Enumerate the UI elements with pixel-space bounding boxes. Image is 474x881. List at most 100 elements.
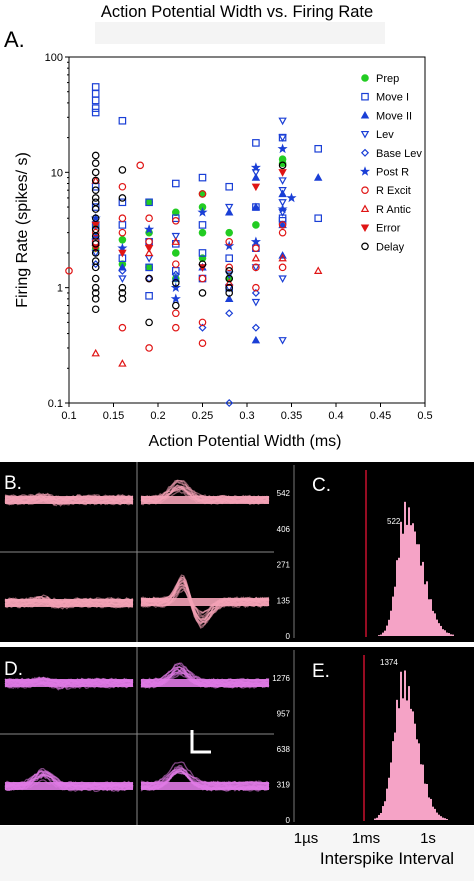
data-point — [172, 301, 180, 310]
data-point — [251, 323, 260, 332]
data-point — [198, 318, 207, 327]
isi-tick-1s: 1s — [420, 830, 436, 847]
histogram-bar — [420, 764, 422, 820]
histogram-bar — [384, 630, 386, 636]
data-point — [252, 139, 260, 147]
data-point — [313, 173, 323, 181]
data-point — [145, 237, 153, 246]
data-point — [91, 176, 100, 185]
data-point — [145, 344, 153, 352]
legend-label: R Excit — [376, 185, 411, 197]
histogram-bar — [400, 521, 402, 636]
legend-label: Base Lev — [376, 148, 422, 160]
histogram-bar — [440, 625, 442, 636]
legend: Prep Move I Move II Lev Base Lev Post R R Exci… — [359, 73, 422, 253]
legend-label: R Antic — [376, 204, 411, 216]
histogram-bar — [378, 635, 380, 636]
legend-marker — [361, 92, 369, 101]
data-point — [144, 248, 154, 257]
data-point — [145, 214, 153, 223]
data-point — [118, 116, 127, 125]
y-tick-label: 10 — [51, 167, 63, 179]
data-point — [225, 398, 234, 408]
data-point — [91, 168, 100, 177]
data-point — [118, 194, 127, 202]
data-point — [144, 245, 154, 253]
waveform-band — [141, 496, 269, 504]
y-tick-label: 0.1 — [48, 398, 63, 410]
data-point — [278, 134, 287, 143]
data-point — [252, 283, 260, 292]
data-point — [251, 202, 261, 211]
data-point — [145, 263, 153, 272]
panel-a-scatter: A. Action Potential Width vs. Firing Rat… — [4, 3, 433, 450]
histogram-bar — [390, 610, 392, 636]
histogram-bar — [396, 699, 398, 820]
data-point — [251, 183, 261, 192]
legend-marker — [360, 110, 370, 119]
histogram-tick-label: 0 — [286, 816, 291, 825]
series-post-r — [90, 143, 297, 304]
data-point — [91, 232, 100, 240]
legend-marker — [361, 186, 369, 195]
histogram-bar — [414, 723, 416, 820]
histogram-bar — [394, 732, 396, 820]
panel-e-letter: E. — [312, 661, 330, 682]
data-point — [278, 275, 287, 283]
histogram-bar — [418, 544, 420, 636]
data-point — [118, 249, 127, 258]
x-tick-label: 0.35 — [281, 410, 302, 422]
data-point — [91, 108, 100, 117]
data-point — [278, 177, 287, 185]
data-point — [91, 104, 100, 112]
data-point — [225, 289, 234, 297]
data-point — [198, 260, 207, 268]
histogram-ticks: 542 406 271 135 0 — [277, 489, 291, 641]
data-point — [225, 182, 234, 191]
data-point — [251, 169, 261, 177]
histogram-bar — [446, 819, 448, 820]
waveform-band — [5, 679, 133, 687]
waveform-band — [5, 599, 133, 607]
data-point — [91, 96, 100, 105]
peak-label: 1374 — [380, 658, 398, 667]
data-point — [118, 295, 127, 303]
data-point — [136, 161, 145, 170]
data-point — [252, 263, 260, 272]
scatter-points — [65, 83, 323, 408]
histogram-bar — [412, 711, 414, 820]
x-axis-label: Action Potential Width (ms) — [149, 433, 342, 450]
histogram-tick-label: 542 — [277, 489, 291, 498]
histogram-bar — [426, 581, 428, 636]
data-point — [278, 263, 287, 272]
histogram-bar — [374, 818, 376, 820]
x-tick-label: 0.2 — [150, 410, 165, 422]
histogram-tick-label: 135 — [277, 596, 291, 605]
data-point — [118, 228, 127, 237]
y-axis-label: Firing Rate (spikes/ s) — [14, 152, 31, 308]
data-point — [91, 221, 100, 230]
data-point — [145, 274, 153, 283]
data-point — [91, 228, 100, 237]
y-tick-label: 1 — [57, 283, 63, 295]
data-point — [145, 318, 153, 327]
histogram-bar — [438, 623, 440, 636]
data-point — [250, 162, 261, 172]
histogram-bar — [392, 741, 394, 820]
data-point — [278, 221, 287, 229]
data-point — [118, 283, 127, 292]
histogram-bar — [400, 671, 402, 820]
axis-ticks: 0.1 0.15 0.2 0.25 0.3 0.35 0.4 0.45 0.5 0.1 1 10 100 — [45, 52, 433, 422]
legend-label: Lev — [376, 129, 394, 141]
data-point — [91, 295, 100, 303]
panel-d-waveforms: D. — [0, 647, 274, 825]
histogram-bars — [374, 670, 448, 820]
data-point — [224, 271, 234, 279]
histogram-bar — [402, 698, 404, 820]
waveform-trace — [4, 769, 134, 786]
data-point — [91, 240, 100, 248]
histogram-bar — [450, 634, 452, 636]
histogram-bar — [434, 613, 436, 636]
histogram-tick-label: 957 — [277, 710, 291, 719]
